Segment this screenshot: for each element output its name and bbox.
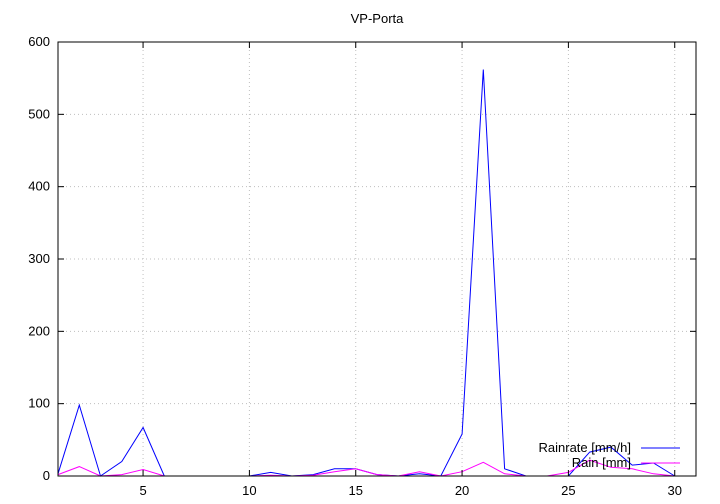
y-tick-label: 400 (28, 179, 50, 194)
axis-ticks: 0 100 200 300 400 500 600 5 10 15 20 25 30 (28, 34, 696, 498)
chart-title: VP-Porta (351, 11, 405, 26)
x-tick-label: 5 (139, 483, 146, 498)
y-tick-label: 200 (28, 323, 50, 338)
x-tick-label: 25 (561, 483, 575, 498)
x-tick-label: 15 (348, 483, 362, 498)
grid (58, 42, 696, 476)
legend-label: Rain [mm] (572, 455, 631, 470)
legend: Rainrate [mm/h]Rain [mm] (539, 440, 680, 470)
y-tick-label: 300 (28, 251, 50, 266)
y-tick-label: 100 (28, 396, 50, 411)
legend-label: Rainrate [mm/h] (539, 440, 631, 455)
y-tick-label: 500 (28, 106, 50, 121)
series-layer (57, 69, 675, 477)
series-line-2 (57, 459, 675, 477)
x-tick-label: 30 (667, 483, 681, 498)
y-tick-label: 600 (28, 34, 50, 49)
x-tick-label: 10 (242, 483, 256, 498)
y-tick-label: 0 (43, 468, 50, 483)
x-tick-label: 20 (455, 483, 469, 498)
